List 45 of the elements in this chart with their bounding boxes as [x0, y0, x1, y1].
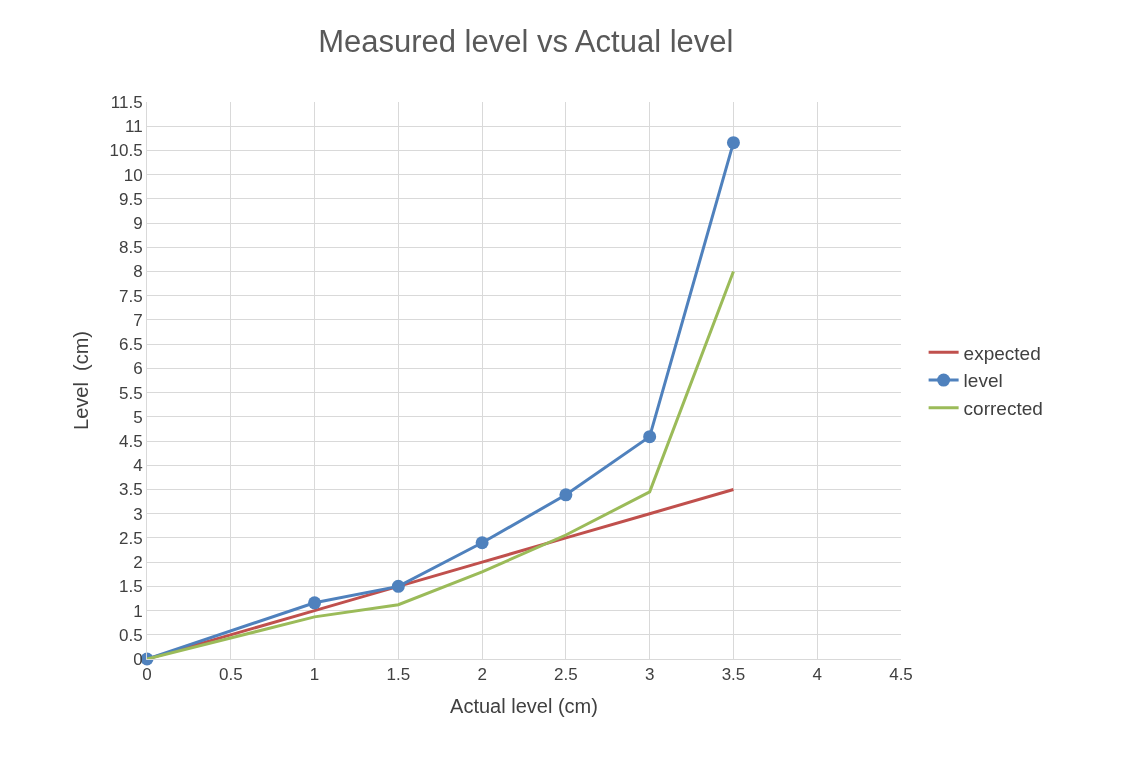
y-tick-label: 1 — [133, 601, 143, 621]
x-tick-label: 3.5 — [721, 665, 746, 685]
x-tick-label: 4 — [812, 665, 822, 685]
y-tick-label: 7 — [133, 310, 143, 330]
point — [726, 136, 740, 150]
y-tick-label: 11 — [124, 117, 143, 137]
x-tick-label: 2 — [477, 665, 487, 685]
y-tick-label: 2.5 — [118, 528, 143, 548]
y-tick-label: 7.5 — [118, 286, 143, 306]
x-tick-label: 0.5 — [218, 665, 243, 685]
y-tick-label: 11.5 — [110, 92, 143, 112]
x-tick-label: 1.5 — [386, 665, 411, 685]
y-tick-label: 3 — [133, 504, 143, 524]
y-tick-label: 9.5 — [118, 189, 143, 209]
y-tick-label: 0 — [133, 649, 143, 669]
legend-label: corrected — [963, 398, 1043, 420]
y-tick-label: 6.5 — [118, 335, 143, 355]
y-tick-label: 1.5 — [118, 577, 143, 597]
point — [559, 488, 573, 502]
x-tick-label: 1 — [309, 665, 320, 685]
chart-title: Measured level vs Actual level — [318, 24, 734, 60]
y-axis-title: Level (cm) — [70, 331, 93, 430]
legend-label: level — [963, 370, 1003, 392]
y-tick-label: 5.5 — [118, 383, 143, 403]
y-tick-label: 9 — [133, 214, 143, 234]
x-tick-label: 3 — [644, 665, 655, 685]
legend-label: expected — [963, 342, 1041, 364]
y-tick-label: 8 — [133, 262, 143, 282]
y-tick-label: 4 — [133, 456, 143, 476]
point — [391, 579, 405, 593]
y-tick-label: 3.5 — [118, 480, 143, 500]
y-tick-label: 2 — [133, 553, 143, 573]
y-tick-label: 8.5 — [118, 238, 143, 258]
point — [643, 430, 657, 444]
y-tick-label: 0.5 — [118, 625, 143, 645]
point — [475, 536, 489, 550]
x-tick-label: 2.5 — [554, 665, 578, 685]
x-tick-label: 4.5 — [889, 665, 913, 685]
y-tick-label: 5 — [133, 407, 143, 427]
y-tick-label: 4.5 — [118, 431, 143, 451]
point — [308, 596, 322, 610]
x-axis-title: Actual level (cm) — [450, 694, 598, 717]
y-tick-label: 10.5 — [109, 141, 143, 161]
y-tick-label: 10 — [123, 165, 143, 185]
y-tick-label: 6 — [133, 359, 143, 379]
